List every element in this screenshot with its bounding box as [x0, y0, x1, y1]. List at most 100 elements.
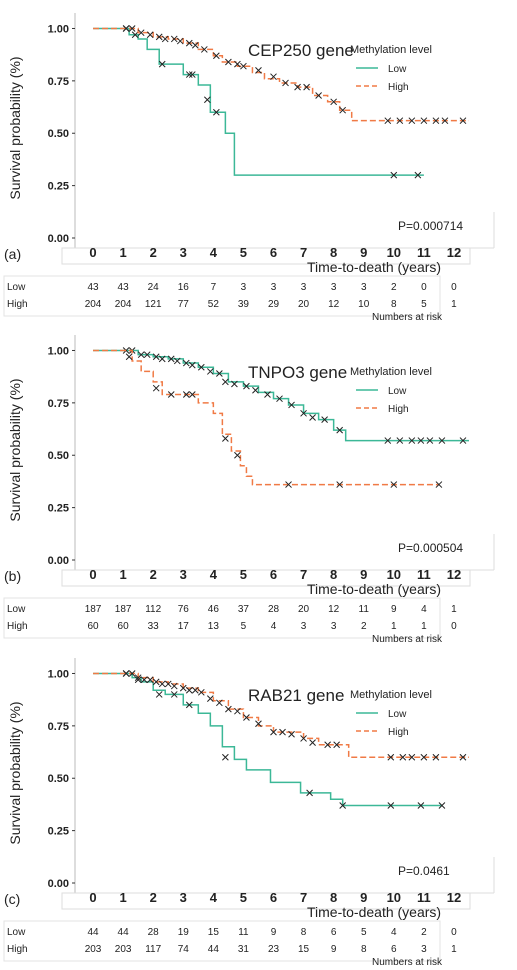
- gene-title: RAB21 gene: [248, 686, 344, 705]
- censor-mark: [420, 117, 428, 125]
- censor-mark: [146, 31, 154, 39]
- panel-label: (a): [4, 246, 21, 262]
- censor-mark: [303, 83, 310, 91]
- km-chart-svg: 0.00 0.25 0.50 0.75 1.00 Survival probability…: [3, 335, 495, 644]
- x-tick-label: 2: [150, 245, 157, 260]
- censor-mark: [234, 451, 241, 459]
- risk-count: 9: [331, 944, 337, 955]
- risk-row-label: Low: [7, 604, 26, 615]
- risk-count: 0: [421, 282, 427, 293]
- risk-count: 31: [238, 944, 250, 955]
- y-tick-label: 0.75: [48, 76, 69, 88]
- censor-mark: [140, 676, 148, 684]
- censor-mark: [264, 391, 271, 398]
- risk-count: 1: [421, 621, 427, 632]
- x-tick-label: 12: [447, 890, 461, 905]
- risk-count: 76: [178, 604, 190, 615]
- x-tick-label: 1: [120, 890, 127, 905]
- censor-mark: [426, 437, 434, 444]
- censor-mark: [152, 353, 160, 361]
- censor-mark: [161, 35, 169, 43]
- censor-mark: [188, 361, 196, 369]
- legend-label-high: High: [388, 727, 409, 738]
- censor-mark: [270, 73, 277, 81]
- risk-count: 4: [391, 927, 397, 938]
- risk-count: 12: [328, 299, 340, 310]
- censor-mark: [182, 359, 190, 367]
- x-tick-label: 4: [210, 567, 218, 582]
- censor-mark: [170, 691, 178, 698]
- censor-mark: [306, 789, 313, 797]
- x-tick-label: 5: [240, 567, 247, 582]
- censor-mark: [330, 98, 338, 106]
- risk-count: 7: [211, 282, 217, 293]
- survival-curve-high: [93, 672, 469, 759]
- censor-mark: [137, 351, 145, 359]
- censor-mark: [185, 701, 193, 709]
- x-tick-label: 12: [447, 567, 461, 582]
- censor-mark: [384, 117, 392, 125]
- x-axis-label: Time-to-death (years): [307, 259, 441, 275]
- risk-row-label: High: [7, 299, 28, 310]
- censor-mark: [282, 79, 289, 87]
- x-tick-label: 10: [387, 890, 401, 905]
- y-tick-label: 0.50: [48, 450, 69, 462]
- censor-mark: [396, 117, 404, 125]
- risk-count: 5: [241, 621, 247, 632]
- risk-count: 3: [361, 282, 367, 293]
- x-tick-label: 9: [360, 890, 367, 905]
- risk-table-box: [3, 920, 441, 962]
- risk-count: 3: [271, 282, 277, 293]
- censor-mark: [417, 802, 425, 809]
- risk-count: 44: [87, 927, 99, 938]
- risk-count: 8: [391, 299, 397, 310]
- risk-count: 2: [421, 927, 427, 938]
- censor-mark: [197, 688, 205, 696]
- x-tick-label: 2: [150, 890, 157, 905]
- risk-count: 9: [271, 927, 277, 938]
- y-tick-label: 1.00: [48, 668, 69, 680]
- censor-mark: [414, 171, 422, 179]
- risk-count: 29: [268, 299, 280, 310]
- risk-count: 204: [85, 299, 102, 310]
- risk-count: 187: [85, 604, 102, 615]
- x-tick-label: 3: [180, 245, 187, 260]
- x-tick-label: 2: [150, 567, 157, 582]
- risk-table-box: [3, 597, 441, 639]
- censor-mark: [131, 31, 139, 39]
- x-tick-label: 12: [447, 245, 461, 260]
- censor-mark: [200, 46, 208, 53]
- panel-label: (b): [4, 568, 21, 584]
- y-tick-label: 1.00: [48, 345, 69, 357]
- censor-mark: [309, 414, 316, 421]
- censor-mark: [294, 83, 301, 91]
- x-tick-label: 9: [360, 567, 367, 582]
- x-axis-box: [61, 569, 471, 587]
- x-tick-label: 7: [300, 890, 307, 905]
- censor-mark: [185, 71, 193, 78]
- p-value: P=0.0461: [398, 864, 450, 878]
- x-tick-label: 3: [180, 567, 187, 582]
- censor-mark: [255, 720, 262, 728]
- censor-mark: [213, 52, 220, 60]
- censor-mark: [285, 481, 292, 488]
- censor-mark: [276, 395, 283, 403]
- risk-count: 117: [145, 944, 161, 955]
- x-tick-label: 7: [300, 245, 307, 260]
- censor-mark: [243, 382, 250, 390]
- y-tick-label: 0.00: [48, 555, 69, 567]
- risk-count: 6: [391, 944, 397, 955]
- risk-count: 19: [178, 927, 190, 938]
- x-tick-label: 6: [270, 245, 277, 260]
- x-tick-label: 6: [270, 567, 277, 582]
- censor-mark: [128, 25, 136, 32]
- x-axis-label: Time-to-death (years): [307, 581, 441, 597]
- risk-count: 4: [421, 604, 427, 615]
- censor-mark: [459, 437, 467, 444]
- y-axis-label: Survival probability (%): [7, 701, 23, 844]
- risk-count: 33: [148, 621, 160, 632]
- censor-mark: [300, 735, 307, 742]
- risk-count: 8: [361, 944, 367, 955]
- y-tick-label: 0.75: [48, 721, 69, 733]
- censor-mark: [333, 741, 341, 749]
